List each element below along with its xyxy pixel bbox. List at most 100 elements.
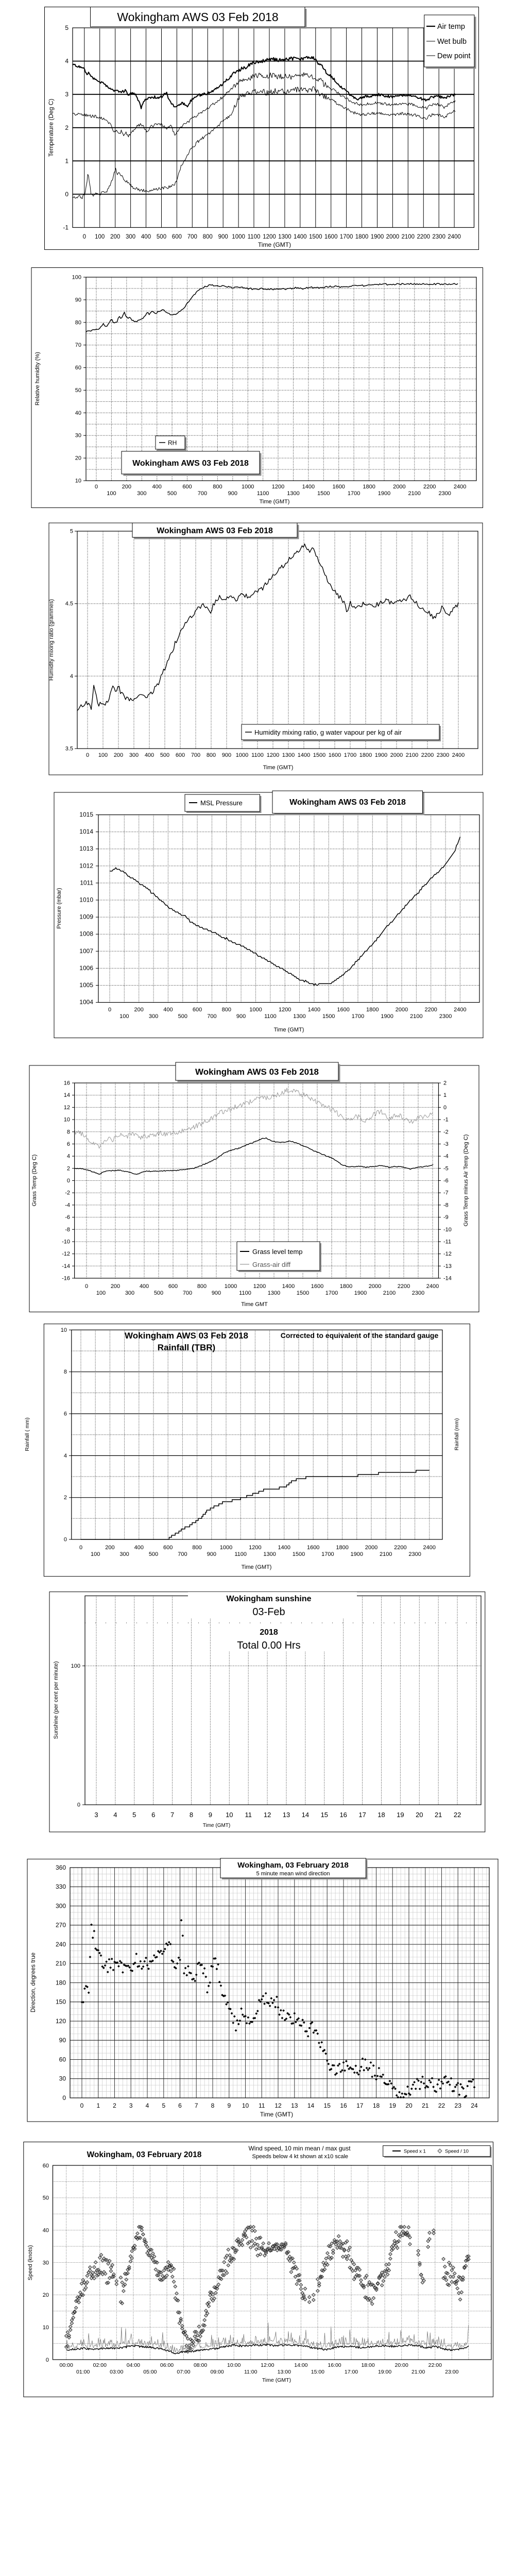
svg-text:MSL Pressure: MSL Pressure bbox=[200, 799, 243, 807]
svg-text:0: 0 bbox=[95, 484, 98, 490]
svg-text:15: 15 bbox=[321, 1811, 328, 1819]
svg-text:Pressure (mbar): Pressure (mbar) bbox=[56, 888, 62, 928]
svg-text:500: 500 bbox=[154, 1290, 163, 1296]
svg-text:200: 200 bbox=[111, 1283, 120, 1290]
svg-text:900: 900 bbox=[207, 1551, 216, 1557]
svg-text:1100: 1100 bbox=[248, 234, 261, 240]
svg-text:-1: -1 bbox=[443, 1117, 449, 1123]
svg-text:700: 700 bbox=[207, 1013, 216, 1020]
svg-text:1: 1 bbox=[443, 1092, 447, 1098]
svg-text:1012: 1012 bbox=[79, 862, 93, 869]
svg-text:16: 16 bbox=[64, 1080, 70, 1087]
svg-text:1006: 1006 bbox=[79, 964, 93, 972]
svg-text:2400: 2400 bbox=[423, 1545, 436, 1551]
svg-text:8: 8 bbox=[211, 2102, 215, 2109]
svg-text:2400: 2400 bbox=[454, 1007, 466, 1013]
svg-text:Direction, degrees true: Direction, degrees true bbox=[30, 1953, 37, 2012]
svg-text:15:00: 15:00 bbox=[311, 2369, 324, 2375]
svg-text:1100: 1100 bbox=[264, 1013, 277, 1020]
svg-text:30: 30 bbox=[43, 2260, 49, 2266]
svg-text:4.5: 4.5 bbox=[65, 601, 73, 607]
svg-text:400: 400 bbox=[134, 1545, 144, 1551]
svg-text:23:00: 23:00 bbox=[445, 2369, 458, 2375]
svg-text:5: 5 bbox=[70, 529, 73, 535]
svg-text:1700: 1700 bbox=[352, 1013, 364, 1020]
svg-text:1500: 1500 bbox=[322, 1013, 335, 1020]
svg-text:1900: 1900 bbox=[375, 752, 387, 758]
svg-text:700: 700 bbox=[187, 234, 197, 240]
svg-text:2400: 2400 bbox=[426, 1283, 439, 1290]
svg-text:21: 21 bbox=[422, 2102, 429, 2109]
svg-text:-16: -16 bbox=[62, 1276, 70, 1282]
svg-text:2: 2 bbox=[113, 2102, 116, 2109]
svg-text:150: 150 bbox=[56, 1998, 66, 2006]
svg-text:1100: 1100 bbox=[239, 1290, 251, 1296]
svg-text:18: 18 bbox=[377, 1811, 385, 1819]
svg-text:-14: -14 bbox=[62, 1263, 70, 1269]
svg-text:1200: 1200 bbox=[267, 752, 279, 758]
svg-text:8: 8 bbox=[64, 1369, 67, 1375]
svg-text:1400: 1400 bbox=[294, 234, 307, 240]
svg-text:1400: 1400 bbox=[278, 1545, 290, 1551]
svg-text:500: 500 bbox=[178, 1013, 187, 1020]
svg-text:14: 14 bbox=[302, 1811, 309, 1819]
svg-text:80: 80 bbox=[75, 319, 81, 326]
svg-text:02:00: 02:00 bbox=[93, 2362, 107, 2368]
svg-text:600: 600 bbox=[182, 484, 192, 490]
svg-text:Wokingham AWS 03 Feb 2018: Wokingham AWS 03 Feb 2018 bbox=[195, 1067, 319, 1077]
svg-text:2: 2 bbox=[443, 1080, 447, 1087]
svg-text:-4: -4 bbox=[443, 1154, 449, 1160]
svg-text:8: 8 bbox=[190, 1811, 193, 1819]
svg-text:1400: 1400 bbox=[282, 1283, 295, 1290]
svg-text:17:00: 17:00 bbox=[345, 2369, 358, 2375]
svg-text:-2: -2 bbox=[65, 1190, 70, 1196]
svg-text:1700: 1700 bbox=[325, 1290, 338, 1296]
svg-text:-1: -1 bbox=[63, 224, 68, 231]
svg-text:2200: 2200 bbox=[394, 1545, 406, 1551]
svg-text:1300: 1300 bbox=[263, 1551, 276, 1557]
svg-text:1009: 1009 bbox=[79, 913, 93, 921]
svg-text:2000: 2000 bbox=[390, 752, 403, 758]
svg-text:500: 500 bbox=[149, 1551, 158, 1557]
svg-text:1500: 1500 bbox=[293, 1551, 305, 1557]
svg-text:-7: -7 bbox=[443, 1190, 449, 1196]
svg-text:Grass-air diff: Grass-air diff bbox=[252, 1261, 291, 1268]
svg-text:Time (GMT): Time (GMT) bbox=[203, 1823, 231, 1828]
svg-text:Air temp: Air temp bbox=[437, 23, 465, 31]
svg-text:3: 3 bbox=[65, 91, 68, 98]
svg-text:5: 5 bbox=[65, 24, 68, 31]
svg-text:2: 2 bbox=[67, 1165, 70, 1172]
svg-text:2200: 2200 bbox=[398, 1283, 410, 1290]
svg-text:1010: 1010 bbox=[79, 896, 93, 904]
svg-text:22: 22 bbox=[438, 2102, 445, 2109]
svg-text:600: 600 bbox=[163, 1545, 173, 1551]
svg-text:1200: 1200 bbox=[279, 1007, 291, 1013]
svg-text:1800: 1800 bbox=[336, 1545, 348, 1551]
svg-text:9: 9 bbox=[209, 1811, 212, 1819]
svg-text:10: 10 bbox=[64, 1117, 70, 1123]
svg-text:17: 17 bbox=[358, 1811, 366, 1819]
svg-text:Rainfall (mm): Rainfall (mm) bbox=[454, 1418, 460, 1450]
svg-text:1800: 1800 bbox=[359, 752, 372, 758]
svg-text:-4: -4 bbox=[65, 1202, 70, 1208]
svg-text:Time (GMT): Time (GMT) bbox=[262, 2377, 291, 2383]
svg-text:1005: 1005 bbox=[79, 981, 93, 989]
svg-text:0: 0 bbox=[85, 1283, 88, 1290]
svg-text:1600: 1600 bbox=[332, 484, 345, 490]
svg-text:1100: 1100 bbox=[257, 490, 269, 497]
svg-text:600: 600 bbox=[176, 752, 185, 758]
svg-text:1800: 1800 bbox=[366, 1007, 379, 1013]
svg-text:4: 4 bbox=[64, 1453, 67, 1459]
svg-text:240: 240 bbox=[56, 1941, 66, 1948]
svg-text:500: 500 bbox=[160, 752, 169, 758]
svg-text:-9: -9 bbox=[443, 1214, 449, 1221]
svg-text:Wind speed, 10 min mean / max: Wind speed, 10 min mean / max gust bbox=[248, 2145, 351, 2152]
svg-text:Relative humidity (%): Relative humidity (%) bbox=[35, 352, 41, 405]
svg-text:4: 4 bbox=[65, 58, 68, 65]
svg-text:24: 24 bbox=[471, 2102, 478, 2109]
svg-text:16: 16 bbox=[340, 2102, 347, 2109]
svg-text:Wokingham AWS 03 Feb 2018: Wokingham AWS 03 Feb 2018 bbox=[289, 798, 406, 807]
svg-text:1600: 1600 bbox=[311, 1283, 323, 1290]
svg-text:Rainfall (TBR): Rainfall (TBR) bbox=[158, 1343, 215, 1352]
svg-text:18:00: 18:00 bbox=[361, 2362, 374, 2368]
